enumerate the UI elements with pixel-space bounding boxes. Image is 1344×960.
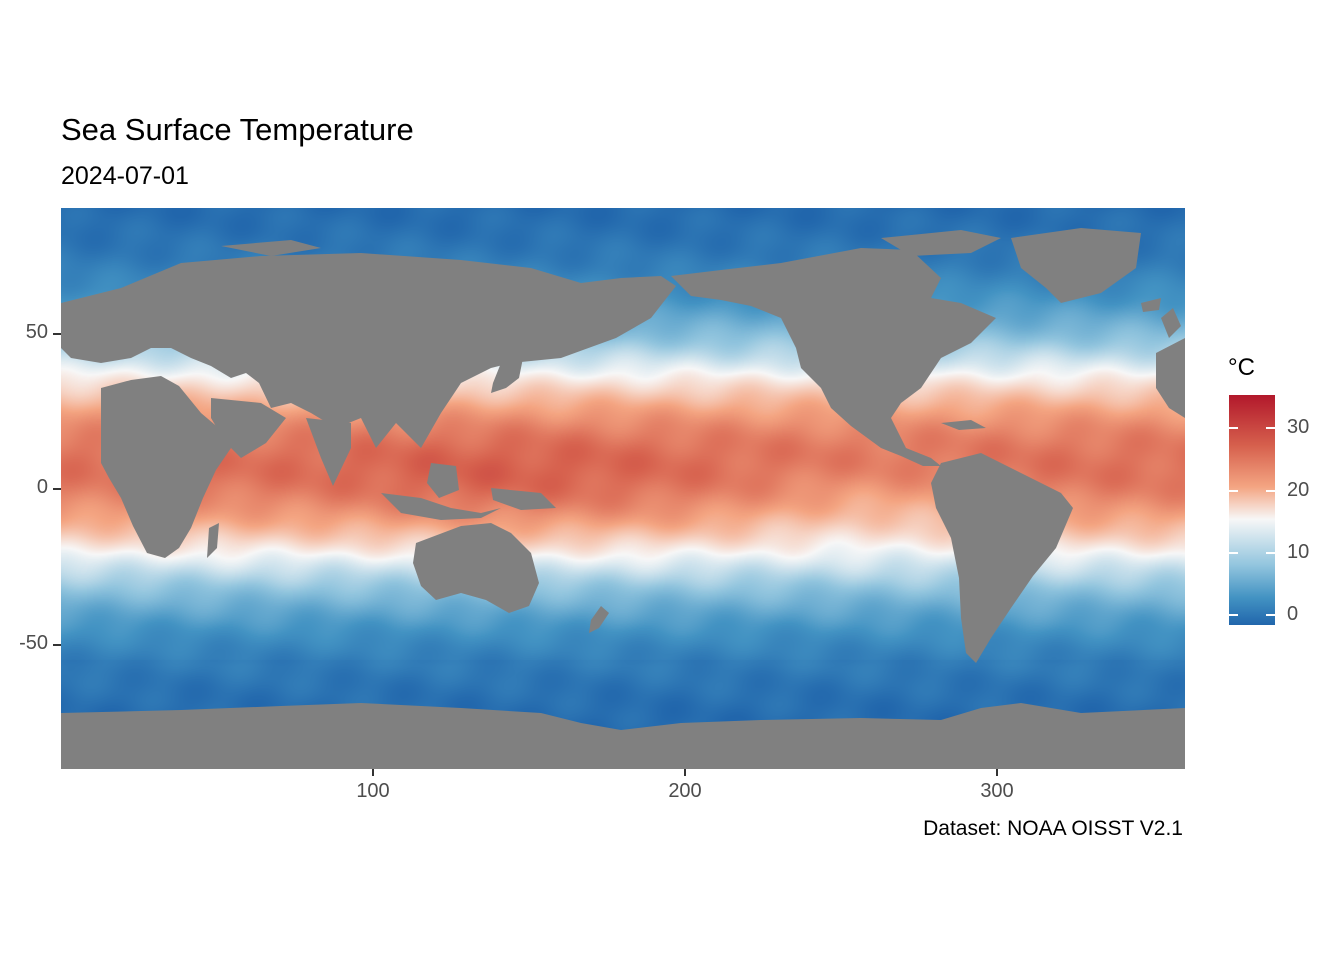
x-tick-mark xyxy=(372,769,374,776)
greenland-landmass xyxy=(1011,228,1141,303)
madagascar-landmass xyxy=(207,523,219,558)
antarctica-landmass xyxy=(61,703,1185,769)
eurasia-landmass xyxy=(61,253,676,448)
y-tick-label: -50 xyxy=(19,632,48,654)
arabia-landmass xyxy=(211,398,286,458)
legend-tick-mark xyxy=(1229,552,1238,554)
land-mask xyxy=(61,228,1185,769)
iceland-landmass xyxy=(1141,298,1161,312)
new-zealand-landmass xyxy=(589,606,609,633)
north-america-landmass xyxy=(671,248,996,466)
australia-landmass xyxy=(413,523,539,613)
y-tick-mark xyxy=(53,644,61,646)
south-america-landmass xyxy=(931,453,1073,663)
india-landmass xyxy=(306,418,351,486)
borneo-landmass xyxy=(427,463,459,498)
cuba-landmass xyxy=(941,420,986,430)
x-tick-label: 100 xyxy=(356,780,390,802)
legend-tick-mark xyxy=(1266,490,1275,492)
x-tick-label: 300 xyxy=(980,780,1014,802)
x-tick-label: 200 xyxy=(668,780,702,802)
legend-tick-label: 10 xyxy=(1287,541,1310,563)
legend-tick-mark xyxy=(1266,614,1275,616)
legend-tick-mark xyxy=(1229,614,1238,616)
y-tick-mark xyxy=(53,488,61,490)
legend-tick-label: 0 xyxy=(1287,603,1299,625)
legend-tick-label: 30 xyxy=(1287,416,1310,438)
legend-colorbar xyxy=(1229,395,1275,625)
y-tick-mark xyxy=(53,333,61,335)
map-title: Sea Surface Temperature xyxy=(61,112,414,147)
y-tick-label: 50 xyxy=(25,321,48,343)
map-subtitle: 2024-07-01 xyxy=(61,162,189,190)
arctic-islands-landmass xyxy=(881,230,1001,256)
new-guinea-landmass xyxy=(491,488,556,510)
europe-west-landmass xyxy=(1156,338,1185,418)
severnaya-landmass xyxy=(221,240,321,256)
x-tick-mark xyxy=(684,769,686,776)
legend-tick-mark xyxy=(1229,490,1238,492)
africa-landmass xyxy=(101,376,231,558)
map-panel xyxy=(61,208,1185,769)
legend-tick-mark xyxy=(1229,427,1238,429)
japan-landmass xyxy=(491,348,523,393)
legend-tick-label: 20 xyxy=(1287,479,1310,501)
legend-tick-mark xyxy=(1266,427,1275,429)
indonesia-landmass xyxy=(381,493,501,520)
x-tick-mark xyxy=(996,769,998,776)
britain-landmass xyxy=(1161,308,1181,338)
legend-title: °C xyxy=(1228,354,1255,381)
dataset-caption: Dataset: NOAA OISST V2.1 xyxy=(923,817,1183,840)
y-tick-label: 0 xyxy=(36,476,48,498)
legend-tick-mark xyxy=(1266,552,1275,554)
